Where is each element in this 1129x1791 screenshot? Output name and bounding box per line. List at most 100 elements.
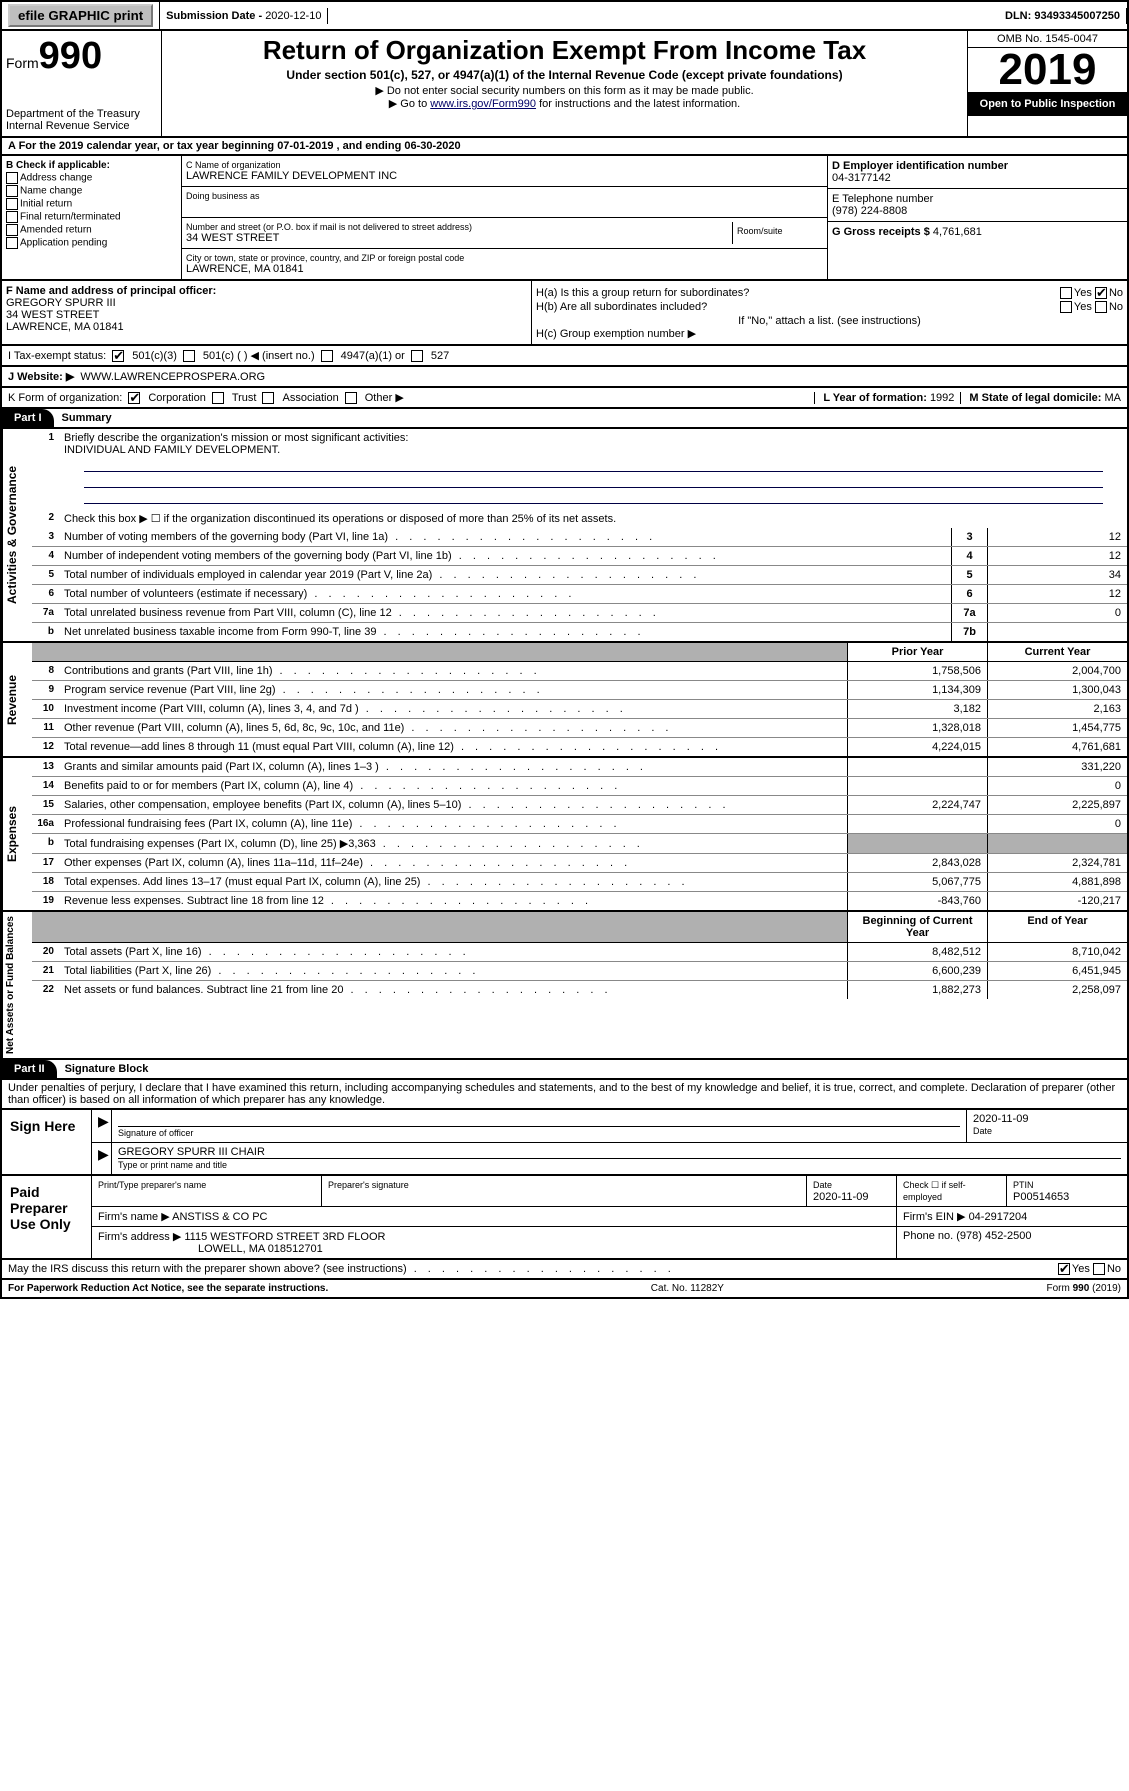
exp-line-19: 19Revenue less expenses. Subtract line 1… bbox=[32, 892, 1127, 910]
row-a-period: A For the 2019 calendar year, or tax yea… bbox=[0, 138, 1129, 156]
end-year-hdr: End of Year bbox=[987, 912, 1127, 942]
g-label: G Gross receipts $ bbox=[832, 226, 933, 238]
k-other[interactable] bbox=[345, 392, 357, 404]
netassets-section: Net Assets or Fund Balances Beginning of… bbox=[0, 912, 1129, 1060]
section-h: H(a) Is this a group return for subordin… bbox=[532, 281, 1127, 344]
form-footer: Form 990 (2019) bbox=[1047, 1283, 1122, 1294]
submission-date: Submission Date - 2020-12-10 bbox=[160, 8, 328, 24]
row-klm: K Form of organization: Corporation Trus… bbox=[0, 388, 1129, 409]
gov-line-4: 4Number of independent voting members of… bbox=[32, 547, 1127, 566]
discuss-row: May the IRS discuss this return with the… bbox=[0, 1260, 1129, 1280]
website: WWW.LAWRENCEPROSPERA.ORG bbox=[80, 371, 265, 383]
top-bar: efile GRAPHIC print Submission Date - 20… bbox=[0, 0, 1129, 31]
b-opt-amended[interactable]: Amended return bbox=[6, 224, 177, 236]
rev-line-8: 8Contributions and grants (Part VIII, li… bbox=[32, 662, 1127, 681]
expenses-section: Expenses 13Grants and similar amounts pa… bbox=[0, 758, 1129, 912]
paperwork-notice: For Paperwork Reduction Act Notice, see … bbox=[8, 1283, 328, 1294]
room-label: Room/suite bbox=[733, 222, 823, 244]
dba-label: Doing business as bbox=[186, 191, 823, 201]
b-opt-address[interactable]: Address change bbox=[6, 172, 177, 184]
city-label: City or town, state or province, country… bbox=[186, 253, 823, 263]
org-city: LAWRENCE, MA 01841 bbox=[186, 263, 823, 275]
domicile: MA bbox=[1105, 392, 1122, 404]
b-opt-pending[interactable]: Application pending bbox=[6, 237, 177, 249]
gov-line-7a: 7aTotal unrelated business revenue from … bbox=[32, 604, 1127, 623]
prep-date: 2020-11-09 bbox=[813, 1191, 868, 1203]
b-opt-final[interactable]: Final return/terminated bbox=[6, 211, 177, 223]
open-public-badge: Open to Public Inspection bbox=[968, 92, 1127, 116]
gov-line-5: 5Total number of individuals employed in… bbox=[32, 566, 1127, 585]
exp-line-15: 15Salaries, other compensation, employee… bbox=[32, 796, 1127, 815]
officer-addr: 34 WEST STREET bbox=[6, 309, 99, 321]
netassets-label: Net Assets or Fund Balances bbox=[2, 912, 32, 1058]
form-title: Return of Organization Exempt From Incom… bbox=[166, 35, 963, 66]
form-subtitle: Under section 501(c), 527, or 4947(a)(1)… bbox=[166, 68, 963, 82]
part2-header: Part IISignature Block bbox=[0, 1060, 1129, 1080]
part1-header: Part ISummary bbox=[0, 409, 1129, 429]
tax-year: 2019 bbox=[968, 48, 1127, 92]
e-label: E Telephone number bbox=[832, 193, 1123, 205]
form-header: Form990 Department of the Treasury Inter… bbox=[0, 31, 1129, 138]
begin-year-hdr: Beginning of Current Year bbox=[847, 912, 987, 942]
firm-ein: 04-2917204 bbox=[969, 1211, 1028, 1223]
rev-line-12: 12Total revenue—add lines 8 through 11 (… bbox=[32, 738, 1127, 756]
discuss-yes[interactable] bbox=[1058, 1263, 1070, 1275]
preparer-block: Paid Preparer Use Only Print/Type prepar… bbox=[0, 1176, 1129, 1260]
exp-line-17: 17Other expenses (Part IX, column (A), l… bbox=[32, 854, 1127, 873]
row-i: I Tax-exempt status: 501(c)(3) 501(c) ( … bbox=[0, 346, 1129, 367]
b-label: B Check if applicable: bbox=[6, 160, 110, 171]
i-527[interactable] bbox=[411, 350, 423, 362]
note-ssn: ▶ Do not enter social security numbers o… bbox=[166, 84, 963, 97]
form-number: Form990 bbox=[6, 35, 157, 78]
irs-link[interactable]: www.irs.gov/Form990 bbox=[430, 98, 536, 110]
i-501c[interactable] bbox=[183, 350, 195, 362]
k-corp[interactable] bbox=[128, 392, 140, 404]
b-opt-initial[interactable]: Initial return bbox=[6, 198, 177, 210]
revenue-label: Revenue bbox=[2, 643, 32, 756]
current-year-hdr: Current Year bbox=[987, 643, 1127, 661]
gross-receipts: 4,761,681 bbox=[933, 226, 982, 238]
exp-line-b: bTotal fundraising expenses (Part IX, co… bbox=[32, 834, 1127, 854]
gov-line-b: bNet unrelated business taxable income f… bbox=[32, 623, 1127, 641]
exp-line-14: 14Benefits paid to or for members (Part … bbox=[32, 777, 1127, 796]
k-trust[interactable] bbox=[212, 392, 224, 404]
footer: For Paperwork Reduction Act Notice, see … bbox=[0, 1280, 1129, 1299]
section-f: F Name and address of principal officer:… bbox=[2, 281, 532, 344]
sign-date: 2020-11-09 bbox=[973, 1113, 1121, 1125]
dln: DLN: 93493345007250 bbox=[999, 8, 1127, 24]
rev-line-10: 10Investment income (Part VIII, column (… bbox=[32, 700, 1127, 719]
net-line-21: 21Total liabilities (Part X, line 26)6,6… bbox=[32, 962, 1127, 981]
i-4947[interactable] bbox=[321, 350, 333, 362]
mission: INDIVIDUAL AND FAMILY DEVELOPMENT. bbox=[64, 444, 280, 456]
gov-line-3: 3Number of voting members of the governi… bbox=[32, 528, 1127, 547]
org-name: LAWRENCE FAMILY DEVELOPMENT INC bbox=[186, 170, 823, 182]
rev-line-11: 11Other revenue (Part VIII, column (A), … bbox=[32, 719, 1127, 738]
net-line-22: 22Net assets or fund balances. Subtract … bbox=[32, 981, 1127, 999]
phone: (978) 224-8808 bbox=[832, 205, 1123, 217]
department: Department of the Treasury Internal Reve… bbox=[6, 108, 157, 132]
net-line-20: 20Total assets (Part X, line 16)8,482,51… bbox=[32, 943, 1127, 962]
exp-line-18: 18Total expenses. Add lines 13–17 (must … bbox=[32, 873, 1127, 892]
efile-print-button[interactable]: efile GRAPHIC print bbox=[8, 4, 153, 27]
k-assoc[interactable] bbox=[262, 392, 274, 404]
gov-line-6: 6Total number of volunteers (estimate if… bbox=[32, 585, 1127, 604]
note-goto: ▶ Go to www.irs.gov/Form990 for instruct… bbox=[166, 97, 963, 110]
addr-label: Number and street (or P.O. box if mail i… bbox=[186, 222, 732, 232]
b-opt-name[interactable]: Name change bbox=[6, 185, 177, 197]
firm-phone: (978) 452-2500 bbox=[956, 1230, 1031, 1242]
discuss-no[interactable] bbox=[1093, 1263, 1105, 1275]
cat-no: Cat. No. 11282Y bbox=[651, 1283, 724, 1294]
sig-officer-label: Signature of officer bbox=[118, 1128, 193, 1138]
i-501c3[interactable] bbox=[112, 350, 124, 362]
officer-city: LAWRENCE, MA 01841 bbox=[6, 321, 124, 333]
section-b: B Check if applicable: Address change Na… bbox=[2, 156, 182, 279]
signer-name: GREGORY SPURR III CHAIR bbox=[118, 1146, 265, 1158]
d-label: D Employer identification number bbox=[832, 160, 1008, 172]
perjury-text: Under penalties of perjury, I declare th… bbox=[0, 1080, 1129, 1110]
firm-addr: 1115 WESTFORD STREET 3RD FLOOR bbox=[184, 1231, 385, 1243]
c-name-label: C Name of organization bbox=[186, 160, 823, 170]
sign-here-label: Sign Here bbox=[2, 1110, 92, 1174]
exp-line-16a: 16aProfessional fundraising fees (Part I… bbox=[32, 815, 1127, 834]
sign-here-block: Sign Here ▶ Signature of officer 2020-11… bbox=[0, 1110, 1129, 1176]
prior-year-hdr: Prior Year bbox=[847, 643, 987, 661]
